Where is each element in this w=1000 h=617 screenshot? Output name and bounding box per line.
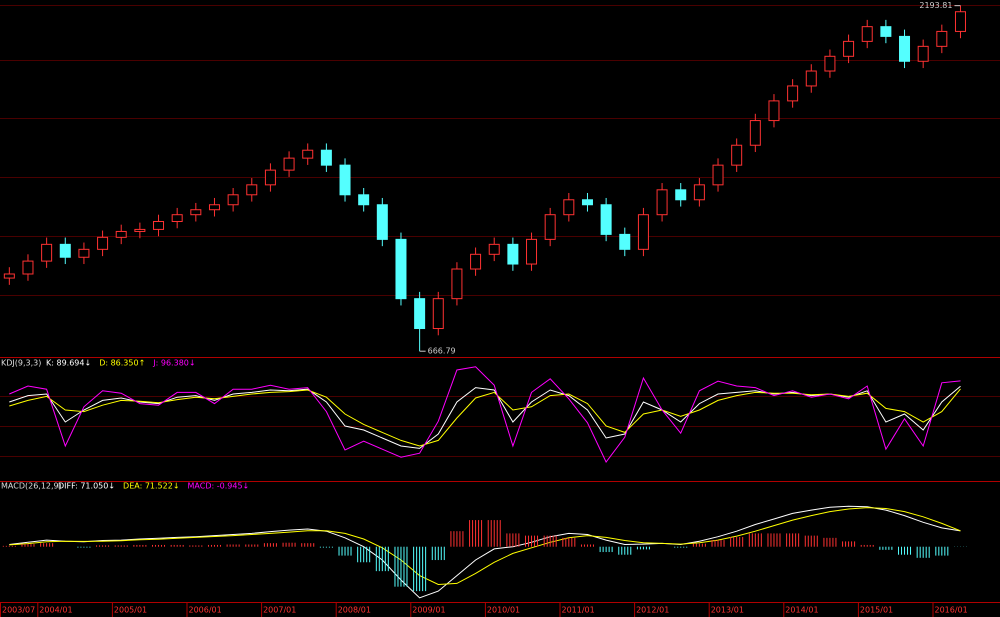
candle-body <box>544 214 556 240</box>
x-tick-label: 2004/01 <box>39 606 72 615</box>
candle-body <box>899 35 911 62</box>
candle-body <box>376 204 388 240</box>
x-tick-label: 2015/01 <box>860 606 893 615</box>
x-tick-label: 2009/01 <box>412 606 445 615</box>
candle-body <box>78 248 90 258</box>
candle-body <box>917 45 929 62</box>
legend-entry: J: 96.380↓ <box>152 359 195 368</box>
candle-body <box>861 26 873 42</box>
x-tick-label: 2006/01 <box>189 606 222 615</box>
x-tick-label: 2011/01 <box>562 606 595 615</box>
candle-body <box>507 243 519 265</box>
candle-body <box>600 204 612 235</box>
candle-body <box>264 169 276 186</box>
candle-body <box>283 157 295 171</box>
candle-body <box>936 30 948 47</box>
candle-body <box>153 220 165 230</box>
candle-body <box>954 11 966 32</box>
indicator-line <box>9 388 961 447</box>
candle-body <box>843 40 855 57</box>
candle-body <box>787 85 799 102</box>
candle-body <box>563 199 575 216</box>
x-tick-label: 2010/01 <box>487 606 520 615</box>
candle-body <box>414 298 426 330</box>
candle-body <box>22 260 34 275</box>
candle-body <box>171 214 183 222</box>
x-tick-label: 2014/01 <box>785 606 818 615</box>
candle-body <box>656 189 668 216</box>
legend-entry: K: 89.694↓ <box>46 359 91 368</box>
candle-body <box>395 238 407 300</box>
candle-body <box>451 268 463 300</box>
candle-body <box>320 149 332 166</box>
x-tick-label: 2003/07 <box>2 606 35 615</box>
x-tick-label: 2013/01 <box>711 606 744 615</box>
candle-body <box>3 273 15 279</box>
indicator-title: KDJ(9,3,3) <box>1 359 41 368</box>
candle-body <box>208 204 220 211</box>
legend-entry: DIFF: 71.050↓ <box>58 482 115 491</box>
candle-body <box>749 120 761 146</box>
legend-entry: MACD: -0.945↓ <box>188 482 250 491</box>
candle-body <box>41 243 53 262</box>
candle-body <box>581 199 593 206</box>
candle-body <box>693 184 705 201</box>
candle-body <box>302 149 314 159</box>
x-tick-label: 2016/01 <box>935 606 968 615</box>
candle-body <box>675 189 687 201</box>
candle-body <box>59 243 71 258</box>
candle-body <box>731 144 743 166</box>
candle-body <box>246 184 258 196</box>
candle-body <box>805 70 817 87</box>
candle-body <box>190 209 202 216</box>
candle-body <box>339 164 351 196</box>
indicator-line <box>9 507 961 586</box>
candle-body <box>227 194 239 206</box>
candle-body <box>768 100 780 122</box>
candle-body <box>824 55 836 72</box>
candle-body <box>637 214 649 250</box>
legend-entry: DEA: 71.522↓ <box>123 482 179 491</box>
candle-body <box>470 253 482 270</box>
x-tick-label: 2012/01 <box>636 606 669 615</box>
x-tick-label: 2007/01 <box>263 606 296 615</box>
candle-body <box>880 26 892 37</box>
candle-body <box>526 238 538 265</box>
candle-body <box>432 298 444 330</box>
x-tick-label: 2005/01 <box>114 606 147 615</box>
candle-body <box>134 228 146 232</box>
candle-body <box>488 243 500 255</box>
indicator-line <box>9 366 961 463</box>
candle-body <box>115 230 127 238</box>
indicator-title: MACD(26,12,9) <box>1 482 62 491</box>
candle-body <box>97 236 109 250</box>
x-tick-label: 2008/01 <box>338 606 371 615</box>
annotation-label: 2193.81 <box>919 1 952 10</box>
indicator-line <box>9 505 961 599</box>
candle-body <box>358 194 370 206</box>
candle-body <box>619 233 631 250</box>
annotation-label: 666.79 <box>428 347 456 356</box>
legend-entry: D: 86.350↑ <box>99 359 145 368</box>
candle-body <box>712 164 724 186</box>
